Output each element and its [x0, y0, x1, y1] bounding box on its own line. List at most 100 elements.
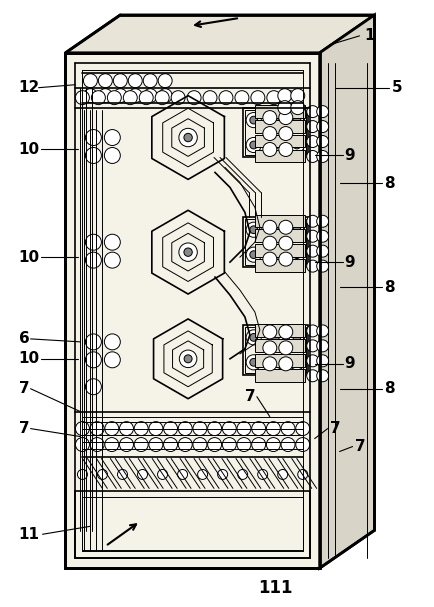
Circle shape	[271, 226, 279, 234]
Circle shape	[293, 333, 300, 341]
Circle shape	[306, 325, 318, 337]
Circle shape	[157, 469, 167, 480]
Circle shape	[271, 141, 279, 149]
Circle shape	[85, 148, 101, 163]
Circle shape	[306, 230, 318, 242]
Circle shape	[178, 438, 192, 452]
Circle shape	[289, 222, 304, 237]
Circle shape	[306, 106, 318, 118]
Circle shape	[267, 112, 282, 127]
Circle shape	[104, 334, 120, 350]
Text: 7: 7	[354, 439, 365, 454]
Bar	[242, 217, 307, 267]
Circle shape	[249, 333, 257, 341]
Circle shape	[90, 422, 104, 436]
Bar	[254, 324, 304, 337]
Circle shape	[293, 251, 300, 259]
Circle shape	[289, 247, 304, 262]
Circle shape	[143, 89, 157, 103]
Circle shape	[293, 116, 300, 124]
Circle shape	[316, 215, 328, 227]
Circle shape	[271, 116, 279, 124]
Circle shape	[249, 226, 257, 234]
Text: 6: 6	[19, 331, 30, 347]
Circle shape	[278, 220, 292, 234]
Circle shape	[117, 469, 127, 480]
Circle shape	[218, 90, 233, 104]
Circle shape	[98, 89, 112, 103]
Circle shape	[277, 89, 291, 103]
Circle shape	[316, 106, 328, 118]
Circle shape	[85, 352, 101, 368]
Circle shape	[316, 135, 328, 148]
Circle shape	[295, 438, 309, 452]
Bar	[254, 369, 304, 382]
Circle shape	[207, 438, 221, 452]
Circle shape	[280, 438, 294, 452]
Bar	[254, 245, 304, 257]
Circle shape	[249, 141, 257, 149]
Circle shape	[171, 90, 185, 104]
Text: 12: 12	[19, 80, 40, 95]
Text: 8: 8	[384, 381, 394, 396]
Circle shape	[293, 358, 300, 366]
Circle shape	[262, 220, 276, 234]
Bar	[244, 110, 305, 155]
Circle shape	[91, 90, 105, 104]
Circle shape	[262, 110, 276, 124]
Circle shape	[83, 73, 97, 87]
Circle shape	[222, 422, 236, 436]
Circle shape	[217, 469, 227, 480]
Circle shape	[237, 422, 250, 436]
Bar	[254, 339, 304, 352]
Text: 9: 9	[344, 148, 355, 163]
Circle shape	[306, 135, 318, 148]
Circle shape	[262, 252, 276, 266]
Text: 7: 7	[244, 389, 255, 404]
Circle shape	[85, 129, 101, 146]
Circle shape	[104, 148, 120, 163]
Circle shape	[306, 370, 318, 382]
Circle shape	[75, 422, 89, 436]
Circle shape	[289, 354, 304, 370]
Circle shape	[271, 251, 279, 259]
Circle shape	[148, 422, 162, 436]
Circle shape	[280, 422, 294, 436]
Bar	[244, 327, 305, 373]
Circle shape	[85, 252, 101, 268]
Circle shape	[306, 151, 318, 163]
Bar	[254, 354, 304, 367]
Text: 1: 1	[364, 29, 374, 43]
Circle shape	[267, 354, 282, 370]
Circle shape	[177, 469, 187, 480]
Circle shape	[184, 134, 192, 141]
Circle shape	[184, 355, 192, 363]
Circle shape	[105, 422, 118, 436]
Circle shape	[278, 357, 292, 371]
Circle shape	[246, 112, 261, 127]
Circle shape	[90, 438, 104, 452]
Text: 10: 10	[19, 249, 39, 265]
Circle shape	[234, 90, 248, 104]
Circle shape	[271, 333, 279, 341]
Circle shape	[306, 215, 318, 227]
Circle shape	[237, 469, 247, 480]
Circle shape	[316, 340, 328, 352]
Circle shape	[293, 226, 300, 234]
Circle shape	[293, 141, 300, 149]
Circle shape	[267, 137, 282, 152]
Circle shape	[203, 90, 217, 104]
Circle shape	[163, 438, 177, 452]
Circle shape	[179, 350, 197, 368]
Circle shape	[262, 341, 276, 355]
Circle shape	[85, 234, 101, 250]
Text: 11: 11	[19, 527, 39, 542]
Circle shape	[277, 469, 287, 480]
Circle shape	[143, 73, 157, 87]
Circle shape	[222, 438, 236, 452]
Circle shape	[85, 379, 101, 395]
Circle shape	[306, 355, 318, 367]
Circle shape	[104, 252, 120, 268]
Circle shape	[278, 236, 292, 250]
Circle shape	[107, 90, 121, 104]
